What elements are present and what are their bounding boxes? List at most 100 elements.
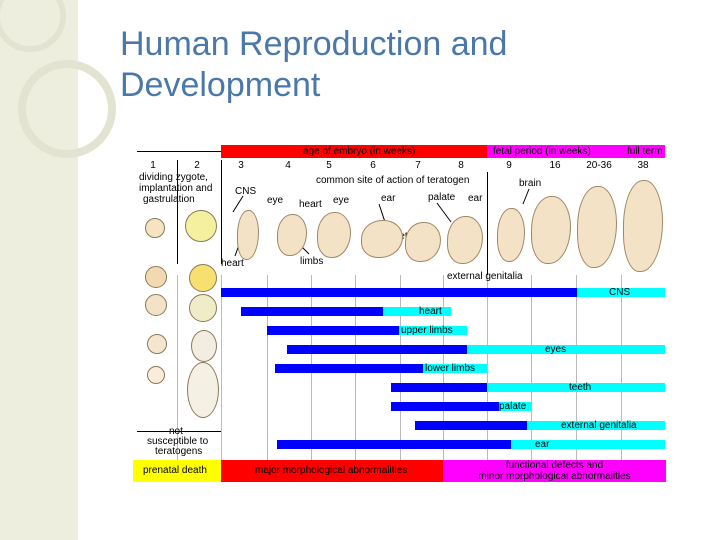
not-susceptible-arrow (137, 431, 221, 432)
week-number: 3 (238, 160, 244, 171)
teratogen-sensitivity-diagram: age of embryo (in weeks) fetal period (i… (133, 144, 666, 482)
bar-teeth-cyan (487, 383, 665, 392)
decorative-ring (18, 60, 116, 158)
week-number: 9 (506, 160, 512, 171)
bar-palate-blue (391, 402, 499, 411)
bar-heart-blue (241, 307, 383, 316)
footer-functional-defects: functional defects and minor morphologic… (443, 460, 666, 482)
bar-label-ear: ear (535, 439, 550, 450)
zygote-illustration (147, 334, 167, 354)
bar-teeth-blue (391, 383, 487, 392)
week-number: 5 (326, 160, 332, 171)
footer-major-label: major morphological abnormalities (255, 465, 408, 476)
bar-upper-limbs-blue (267, 326, 399, 335)
embryo-illustration (317, 212, 351, 258)
column-divider (621, 275, 622, 462)
zygote-illustration (145, 294, 167, 316)
bar-palate-cyan (499, 402, 531, 411)
bar-ear-cyan (511, 440, 665, 449)
week-number: 8 (458, 160, 464, 171)
bar-label-eyes: eyes (545, 344, 567, 355)
embryo-illustration (577, 186, 617, 268)
column-divider (576, 275, 577, 462)
footer-prenatal-label: prenatal death (143, 465, 207, 476)
bar-label-heart: heart (419, 306, 442, 317)
embryo-illustration (497, 208, 525, 262)
zygote-illustration (145, 266, 167, 288)
bar-eyes-cyan (467, 345, 665, 354)
embryo-illustration (405, 222, 441, 262)
blastocyst-illustration (189, 294, 217, 322)
column-divider (487, 172, 488, 280)
bar-label-external-genitalia: external genitalia (561, 420, 637, 431)
week-number: 4 (285, 160, 291, 171)
column-divider (221, 275, 222, 462)
label-cns: CNS (235, 186, 257, 197)
blastocyst-illustration (185, 210, 217, 242)
footer-prenatal-death: prenatal death (133, 460, 221, 482)
label-eye: eye (267, 195, 284, 206)
header-arrow (137, 151, 221, 152)
week-number: 1 (150, 160, 156, 171)
label-heart: heart (221, 258, 244, 269)
bar-label-upper-limbs: upper limbs (401, 325, 453, 336)
embryo-illustration (531, 196, 571, 264)
bar-label-lower-limbs: lower limbs (425, 363, 476, 374)
decorative-ring (0, 0, 66, 52)
label-heart: heart (299, 199, 322, 210)
embryo-illustration (623, 180, 663, 272)
blastocyst-illustration (191, 330, 217, 362)
header-embryo-band (221, 145, 487, 158)
embryo-illustration (361, 220, 403, 258)
bar-external-genitalia-blue (415, 421, 527, 430)
zygote-illustration (147, 366, 165, 384)
bar-cns-cyan (577, 288, 665, 297)
slide-title: Human Reproduction and Development (120, 25, 508, 104)
footer-functional-label: minor morphological abnormalities (478, 471, 631, 482)
bar-label-palate: palate (499, 401, 527, 412)
week-number: 38 (637, 160, 649, 171)
week-number: 7 (415, 160, 421, 171)
column-divider (487, 275, 488, 462)
bar-lower-limbs-blue (275, 364, 423, 373)
column-divider (267, 275, 268, 462)
bar-label-teeth: teeth (569, 382, 592, 393)
label-not-susceptible: susceptible to (147, 436, 209, 447)
blastocyst-illustration (189, 264, 217, 292)
label-limbs: limbs (300, 256, 324, 267)
embryo-illustration (447, 216, 483, 264)
week-number: 16 (549, 160, 561, 171)
label-palate: palate (428, 192, 456, 203)
week-number: 20-36 (586, 160, 612, 171)
column-divider (177, 160, 178, 264)
week-number: 6 (370, 160, 376, 171)
week-number: 2 (194, 160, 200, 171)
bar-upper-limbs-cyan (399, 326, 467, 335)
bar-ear-blue (277, 440, 511, 449)
label-common-site: common site of action of teratogen (316, 175, 470, 186)
bar-heart-cyan (383, 307, 451, 316)
bar-label-cns: CNS (609, 287, 631, 298)
bar-cns-blue (221, 288, 577, 297)
zygote-illustration (145, 218, 165, 238)
column-divider (531, 275, 532, 462)
label-external-genitalia: external genitalia (447, 271, 523, 282)
label-ear: ear (381, 193, 396, 204)
bar-lower-limbs-cyan (423, 364, 487, 373)
column-divider (221, 160, 222, 264)
bar-external-genitalia-cyan (527, 421, 665, 430)
embryo-illustration (277, 214, 307, 256)
bar-eyes-blue (287, 345, 467, 354)
header-fetal-band (487, 145, 665, 158)
footer-major-abnormalities: major morphological abnormalities (221, 460, 443, 482)
label-implantation: implantation and (139, 183, 213, 194)
label-gastrulation: gastrulation (143, 194, 195, 205)
label-dividing-zygote: dividing zygote, (139, 172, 208, 183)
column-divider (177, 275, 178, 462)
label-ear: ear (468, 193, 483, 204)
header-fetal-label: fetal period (in weeks) (493, 146, 591, 157)
embryo-illustration (237, 210, 259, 260)
header-fullterm-label: full term (627, 146, 663, 157)
label-not-susceptible: teratogens (155, 446, 203, 457)
label-eye: eye (333, 195, 350, 206)
